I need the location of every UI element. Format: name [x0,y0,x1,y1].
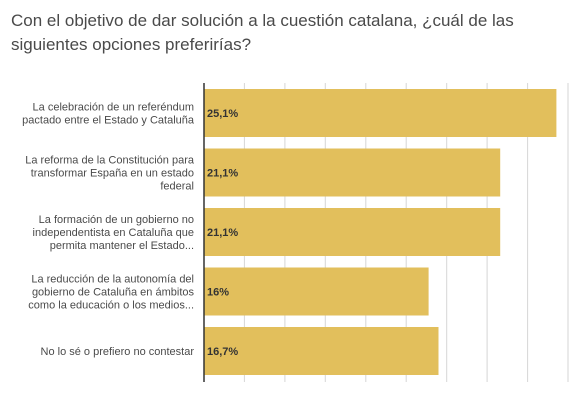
value-label: 16,7% [207,346,238,358]
bars [204,89,557,375]
category-label: La reducción de la autonomía del gobierno… [28,274,194,312]
category-label: La celebración de un referéndum pactado e… [22,102,195,127]
category-label-line: pactado entre el Estado y Cataluña [22,115,195,127]
value-label: 16% [207,287,229,299]
category-label-line: permita mantener el Estado... [50,240,194,252]
bar [204,267,429,316]
category-label-line: transformar España en un estado [31,168,194,180]
category-label: No lo sé o prefiero no contestar [41,346,195,358]
category-label-line: como la educación o los medios... [28,300,194,312]
category-label-line: La reforma de la Constitución para [25,155,195,167]
category-label: La reforma de la Constitución para transf… [25,155,195,193]
bar [204,89,557,137]
category-label: La formación de un gobierno no independen… [33,214,194,252]
value-labels: 25,1% 21,1% 21,1% 16% 16,7% [207,108,238,358]
category-label-line: La formación de un gobierno no [39,214,194,226]
category-label-line: gobierno de Cataluña en ámbitos [32,287,195,299]
category-label-line: La reducción de la autonomía del [31,274,194,286]
category-label-line: independentista en Cataluña que [33,227,194,239]
category-labels: La celebración de un referéndum pactado e… [22,102,195,359]
chart-title: Con el objetivo de dar solución a la cue… [11,11,514,54]
category-label-line: La celebración de un referéndum [33,102,194,114]
value-label: 21,1% [207,227,238,239]
bar [204,208,501,256]
bar [204,148,501,197]
value-label: 25,1% [207,108,238,120]
value-label: 21,1% [207,168,238,180]
bar [204,327,439,375]
category-label-line: federal [160,181,194,193]
category-label-line: No lo sé o prefiero no contestar [41,346,195,358]
